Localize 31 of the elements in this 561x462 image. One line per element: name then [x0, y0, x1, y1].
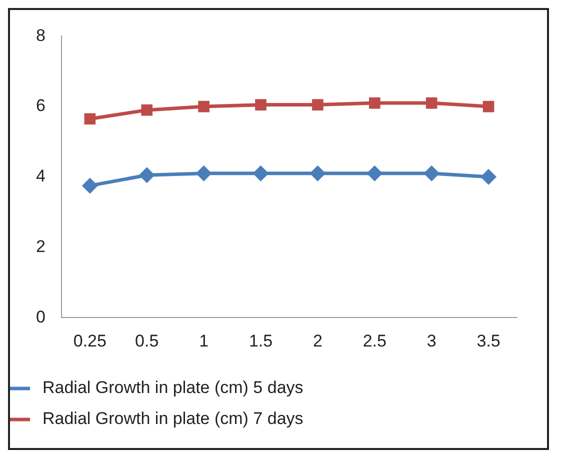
x-tick-label: 3.5	[476, 331, 500, 350]
x-tick-label: 0.5	[135, 331, 159, 350]
x-tick-label: 1.5	[248, 331, 273, 350]
point	[196, 165, 212, 182]
point	[252, 165, 269, 182]
point	[255, 99, 266, 110]
x-tick-label: 3	[426, 331, 436, 350]
x-tick-label: 2.5	[362, 331, 386, 350]
legend-label: Radial Growth in plate (cm) 5 days	[42, 378, 304, 398]
point	[84, 113, 96, 125]
point	[138, 167, 155, 184]
x-tick-label: 2	[312, 331, 322, 350]
point	[141, 104, 153, 116]
x-tick-label: 0.25	[73, 331, 106, 350]
point	[480, 168, 497, 185]
legend-label: Radial Growth in plate (cm) 7 days	[42, 409, 304, 428]
point	[366, 165, 383, 182]
y-tick-label: 8	[36, 26, 46, 45]
point	[198, 100, 210, 112]
point	[368, 97, 380, 109]
point	[82, 178, 98, 194]
point	[312, 99, 324, 110]
point	[426, 97, 438, 109]
y-tick-label: 0	[36, 307, 46, 326]
y-tick-label: 2	[36, 236, 46, 256]
point	[424, 165, 440, 182]
point	[310, 165, 326, 182]
point	[482, 100, 494, 112]
x-tick-label: 1	[199, 331, 209, 350]
y-tick-label: 4	[36, 166, 46, 186]
y-tick-label: 6	[36, 96, 46, 116]
